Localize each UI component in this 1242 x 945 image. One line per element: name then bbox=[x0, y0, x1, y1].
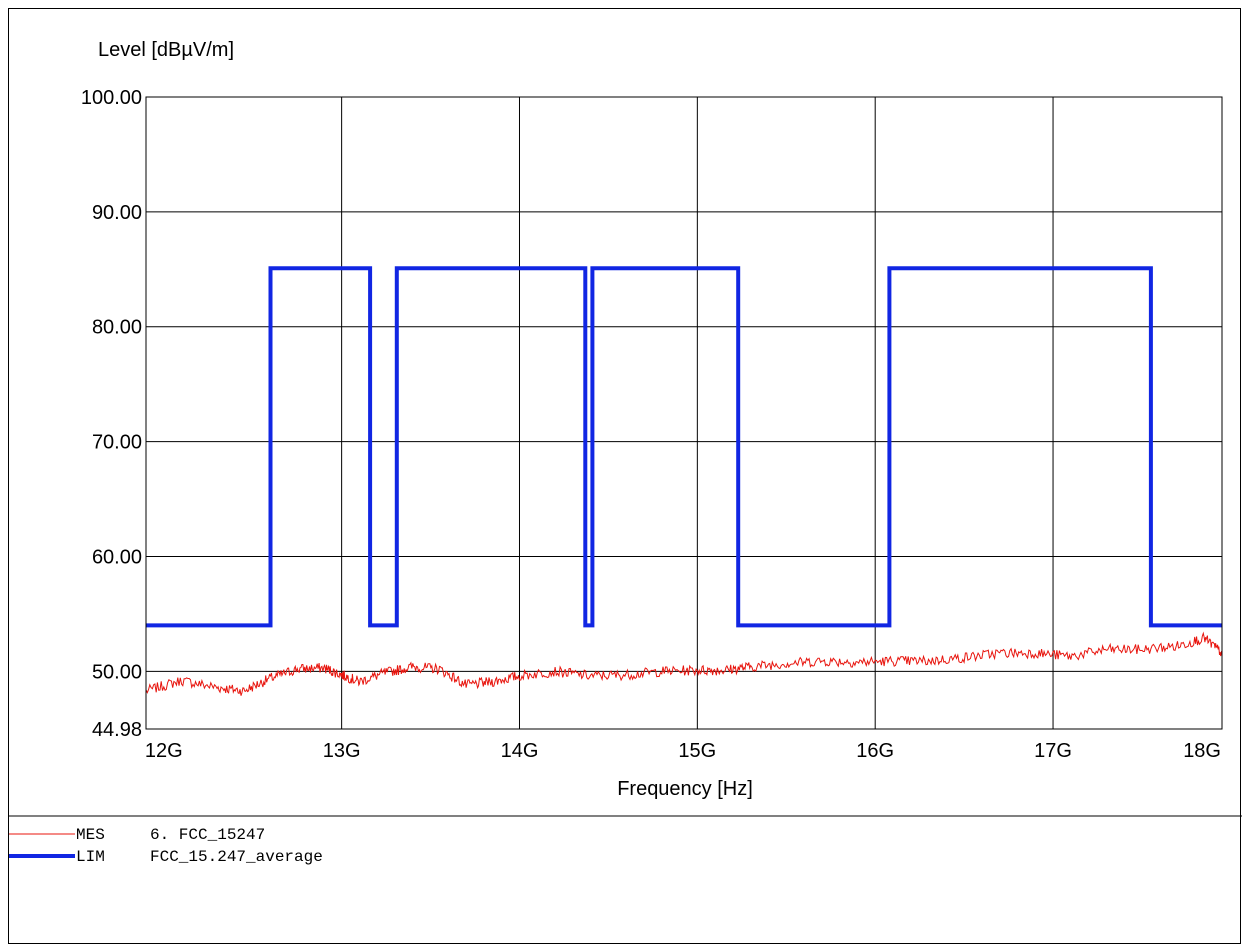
plot-border bbox=[145, 96, 1223, 730]
y-tick-label: 80.00 bbox=[92, 317, 142, 339]
legend-text: 6. FCC_15247 bbox=[150, 826, 265, 844]
legend-text: FCC_15.247_average bbox=[150, 848, 323, 866]
legend: MES 6. FCC_15247 LIM FCC_15.247_average bbox=[9, 826, 323, 866]
x-tick-label: 18G bbox=[1183, 740, 1221, 762]
x-tick-label: 13G bbox=[323, 740, 361, 762]
y-tick-label: 70.00 bbox=[92, 432, 142, 454]
x-tick-label: 14G bbox=[501, 740, 539, 762]
x-axis-label: Frequency [Hz] bbox=[617, 778, 753, 800]
y-tick-label: 100.00 bbox=[81, 87, 142, 109]
x-tick-label: 16G bbox=[856, 740, 894, 762]
legend-code: LIM bbox=[76, 848, 105, 866]
x-tick-label: 17G bbox=[1034, 740, 1072, 762]
y-tick-label: 60.00 bbox=[92, 546, 142, 568]
y-tick-label: 44.98 bbox=[92, 719, 142, 741]
series-lim-line bbox=[146, 266, 1222, 628]
series-layer bbox=[146, 266, 1222, 696]
y-tick-label: 90.00 bbox=[92, 202, 142, 224]
x-tick-label: 12G bbox=[145, 740, 183, 762]
y-axis-label: Level [dBµV/m] bbox=[98, 39, 234, 61]
chart-frame: 100.00 90.00 80.00 70.00 60.00 50.00 44.98 12G 1… bbox=[8, 8, 1242, 944]
y-tick-label: 50.00 bbox=[92, 661, 142, 683]
grid bbox=[146, 96, 1222, 729]
x-tick-label: 15G bbox=[678, 740, 716, 762]
series-mes-line bbox=[146, 631, 1222, 696]
legend-code: MES bbox=[76, 826, 105, 844]
